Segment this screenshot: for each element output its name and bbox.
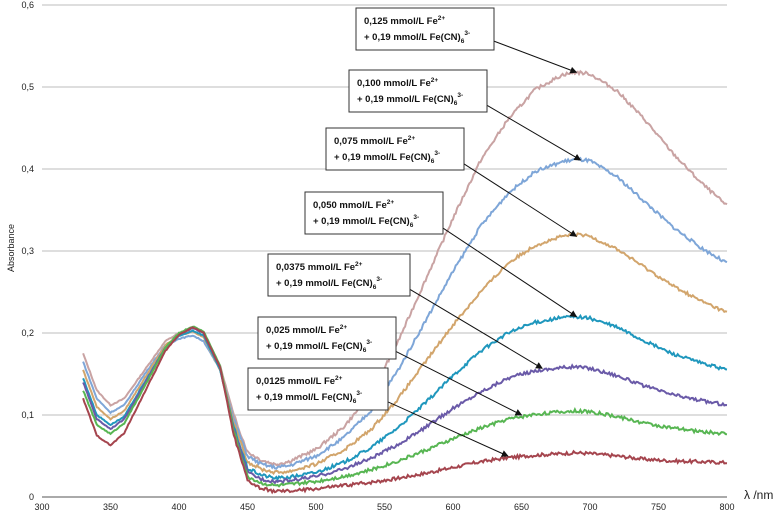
annotation-line-2: + 0,19 mmol/L Fe(CN)63- [357, 92, 463, 107]
annotation-line-1: 0,050 mmol/L Fe2+ [313, 199, 394, 211]
annotation-arrow [483, 36, 578, 74]
annotation-line-1: 0,125 mmol/L Fe2+ [364, 15, 445, 27]
x-tick-labels: 300 350 400 450 500 550 600 650 700 750 800 [34, 502, 734, 512]
y-tick-label: 0 [29, 492, 34, 502]
annotation-box: 0,075 mmol/L Fe2+ + 0,19 mmol/L Fe(CN)63- [325, 127, 465, 171]
x-tick-label: 550 [377, 502, 392, 512]
annotation-box-frame [348, 69, 488, 113]
annotation-box-frame [304, 191, 444, 235]
x-tick-label: 700 [582, 502, 597, 512]
annotation-line-2: + 0,19 mmol/L Fe(CN)63- [266, 339, 372, 354]
annotation-box: 0,0375 mmol/L Fe2+ + 0,19 mmol/L Fe(CN)63… [267, 253, 411, 297]
series-line [82, 326, 728, 495]
y-tick-label: 0,6 [21, 0, 34, 10]
annotation-arrow [453, 156, 578, 237]
annotation-box-frame [247, 367, 389, 411]
x-tick-label: 600 [445, 502, 460, 512]
annotation-line-1: 0,0125 mmol/L Fe2+ [256, 375, 343, 387]
y-tick-labels: 0 0,1 0,2 0,3 0,4 0,5 0,6 [21, 0, 34, 502]
x-tick-label: 300 [34, 502, 49, 512]
annotation-box: 0,100 mmol/L Fe2+ + 0,19 mmol/L Fe(CN)63- [348, 69, 488, 113]
y-tick-label: 0,1 [21, 410, 34, 420]
x-tick-label: 650 [514, 502, 529, 512]
x-tick-label: 400 [171, 502, 186, 512]
y-axis-label: Absorbance [6, 224, 16, 272]
annotation-line-2: + 0,19 mmol/L Fe(CN)63- [334, 150, 440, 165]
x-tick-label: 450 [240, 502, 255, 512]
annotation-arrow [385, 345, 523, 416]
annotation-box: 0,0125 mmol/L Fe2+ + 0,19 mmol/L Fe(CN)63… [247, 367, 389, 411]
y-tick-label: 0,4 [21, 164, 34, 174]
series-line [82, 313, 728, 482]
annotation-line-1: 0,075 mmol/L Fe2+ [334, 135, 415, 147]
annotation-box-frame [325, 127, 465, 171]
annotation-box-frame [267, 253, 411, 297]
annotation-line-2: + 0,19 mmol/L Fe(CN)63- [313, 214, 419, 229]
series-line [82, 156, 728, 470]
x-tick-label: 750 [651, 502, 666, 512]
annotation-line-2: + 0,19 mmol/L Fe(CN)63- [276, 276, 382, 291]
annotation-arrow [377, 396, 509, 457]
x-axis-label: λ /nm [744, 488, 773, 502]
annotation-box-frame [257, 316, 397, 360]
y-tick-label: 0,2 [21, 328, 34, 338]
annotation-boxes: 0,125 mmol/L Fe2+ + 0,19 mmol/L Fe(CN)63-… [247, 7, 495, 411]
annotation-arrow [432, 220, 578, 318]
annotation-box: 0,050 mmol/L Fe2+ + 0,19 mmol/L Fe(CN)63- [304, 191, 444, 235]
y-tick-label: 0,5 [21, 82, 34, 92]
annotation-line-2: + 0,19 mmol/L Fe(CN)63- [364, 30, 470, 45]
x-tick-label: 500 [308, 502, 323, 512]
annotation-line-2: + 0,19 mmol/L Fe(CN)63- [256, 390, 362, 405]
annotation-box: 0,125 mmol/L Fe2+ + 0,19 mmol/L Fe(CN)63- [355, 7, 495, 51]
series-line [82, 325, 728, 488]
annotation-arrows [377, 36, 582, 457]
annotation-box-frame [355, 7, 495, 51]
series-lines [82, 69, 728, 495]
x-tick-label: 800 [719, 502, 734, 512]
annotation-arrow [399, 282, 543, 369]
annotation-line-1: 0,100 mmol/L Fe2+ [357, 77, 438, 89]
annotation-line-1: 0,025 mmol/L Fe2+ [266, 324, 347, 336]
x-tick-label: 350 [103, 502, 118, 512]
annotation-line-1: 0,0375 mmol/L Fe2+ [276, 261, 363, 273]
annotation-arrow [476, 98, 582, 161]
annotation-box: 0,025 mmol/L Fe2+ + 0,19 mmol/L Fe(CN)63- [257, 316, 397, 360]
y-tick-label: 0,3 [21, 246, 34, 256]
